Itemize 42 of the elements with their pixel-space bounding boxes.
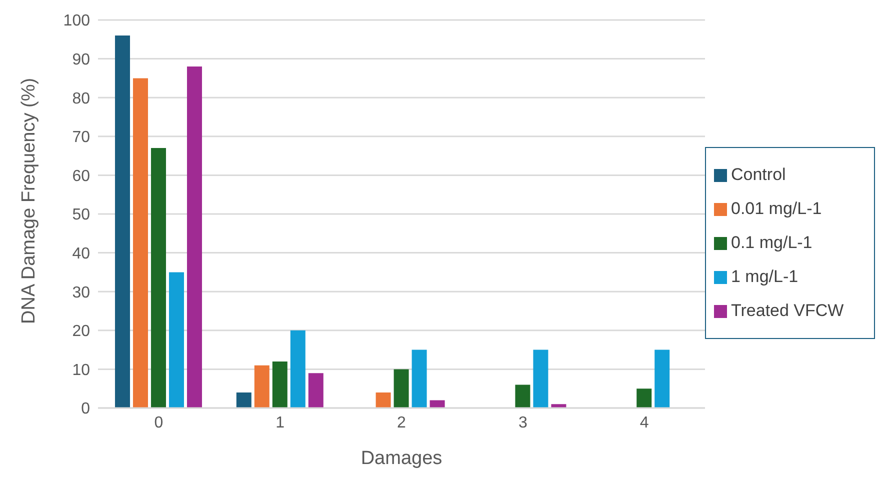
x-tick-label: 1 xyxy=(276,414,285,432)
bar xyxy=(551,404,566,408)
bar xyxy=(654,350,670,408)
y-tick-label: 10 xyxy=(72,362,90,379)
x-tick-label: 4 xyxy=(640,414,649,432)
legend-label: Control xyxy=(731,165,786,184)
x-tick-label: 3 xyxy=(518,414,528,432)
y-tick-label: 70 xyxy=(72,129,90,146)
bar xyxy=(168,272,184,408)
bar xyxy=(186,66,202,408)
legend-label: 0.01 mg/L-1 xyxy=(731,199,822,218)
y-tick-label: 30 xyxy=(72,284,90,302)
bar xyxy=(254,365,270,408)
bar xyxy=(236,392,252,408)
bar xyxy=(412,350,427,408)
bar xyxy=(430,400,445,408)
x-tick-label: 0 xyxy=(154,414,164,432)
legend-label: 1 mg/L-1 xyxy=(731,267,798,286)
bar xyxy=(308,373,324,408)
legend-label: 0.1 mg/L-1 xyxy=(731,233,812,252)
bar xyxy=(515,384,530,408)
x-tick-label: 2 xyxy=(397,414,406,432)
bar xyxy=(636,388,652,408)
y-tick-label: 40 xyxy=(72,245,90,262)
bar xyxy=(150,148,166,408)
bar xyxy=(132,78,148,408)
y-tick-label: 100 xyxy=(63,12,90,30)
bar xyxy=(533,350,548,408)
y-tick-label: 80 xyxy=(72,90,90,108)
y-tick-label: 60 xyxy=(72,168,90,185)
x-axis-title: Damages xyxy=(360,448,442,469)
legend-label: Treated VFCW xyxy=(731,301,844,320)
bar xyxy=(394,369,409,408)
bar xyxy=(114,36,130,408)
y-tick-label: 90 xyxy=(72,51,90,68)
y-axis-title: DNA Damage Frequency (%) xyxy=(18,78,40,324)
bar xyxy=(376,392,391,408)
y-tick-label: 50 xyxy=(72,206,90,224)
y-tick-label: 20 xyxy=(72,323,90,340)
y-tick-label: 0 xyxy=(81,400,90,418)
bar xyxy=(290,330,306,408)
bar xyxy=(272,361,288,408)
